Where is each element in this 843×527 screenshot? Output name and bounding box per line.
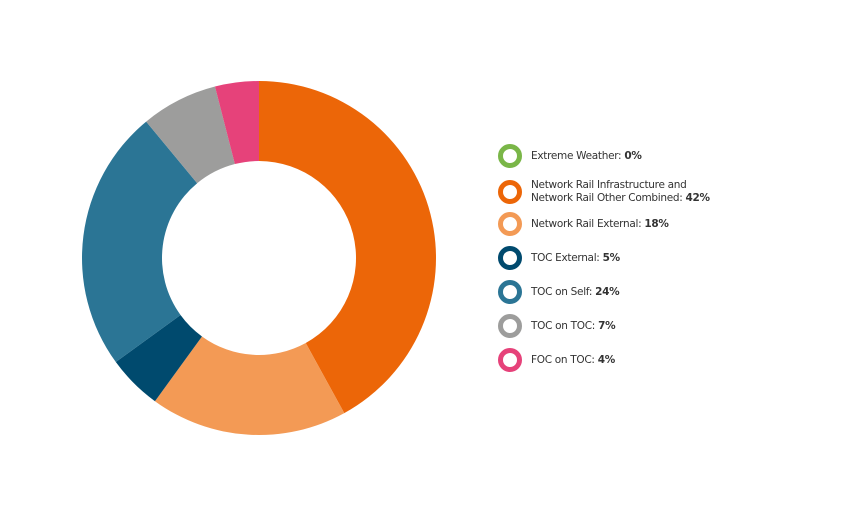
legend-item: FOC on TOC: 4% <box>498 348 721 372</box>
legend-item: Network Rail Infrastructure and Network … <box>498 179 721 205</box>
donut-slice <box>259 81 437 414</box>
legend-label: Network Rail Infrastructure and Network … <box>531 179 687 204</box>
legend-value: 18% <box>644 217 669 230</box>
legend-swatch <box>498 180 522 204</box>
legend-item: TOC External: 5% <box>498 246 721 270</box>
donut-slice <box>82 121 198 363</box>
legend-text: Network Rail Infrastructure and Network … <box>531 179 721 205</box>
legend-item: Extreme Weather: 0% <box>498 144 721 168</box>
legend-text: TOC on Self: 24% <box>531 286 721 299</box>
legend-swatch <box>498 314 522 338</box>
legend-label: Extreme Weather: <box>531 149 622 162</box>
legend-swatch <box>498 144 522 168</box>
legend-swatch <box>498 280 522 304</box>
legend-label: TOC External: <box>531 251 600 264</box>
legend-label: FOC on TOC: <box>531 353 595 366</box>
legend-item: TOC on Self: 24% <box>498 280 721 304</box>
legend-item: TOC on TOC: 7% <box>498 314 721 338</box>
legend-text: Extreme Weather: 0% <box>531 150 721 163</box>
legend-swatch <box>498 246 522 270</box>
legend-swatch <box>498 348 522 372</box>
legend-label: TOC on TOC: <box>531 319 596 332</box>
donut-slice <box>146 86 235 184</box>
donut-slice <box>214 81 259 165</box>
legend-label: TOC on Self: <box>531 285 593 298</box>
legend-swatch <box>498 212 522 236</box>
donut-slice <box>154 336 345 435</box>
legend-item: Network Rail External: 18% <box>498 212 721 236</box>
legend-text: Network Rail External: 18% <box>531 218 721 231</box>
legend-value: 0% <box>624 149 642 162</box>
legend-value: 4% <box>597 353 616 366</box>
legend-label: Network Rail External: <box>531 217 642 230</box>
legend-text: FOC on TOC: 4% <box>531 354 721 367</box>
legend-text: TOC on TOC: 7% <box>531 320 721 333</box>
legend-value: 24% <box>595 285 620 298</box>
donut-slice <box>115 315 202 402</box>
legend-value: 7% <box>598 319 616 332</box>
legend-value: 5% <box>602 251 621 264</box>
legend-text: TOC External: 5% <box>531 252 721 265</box>
legend-value: 42% <box>685 192 711 204</box>
